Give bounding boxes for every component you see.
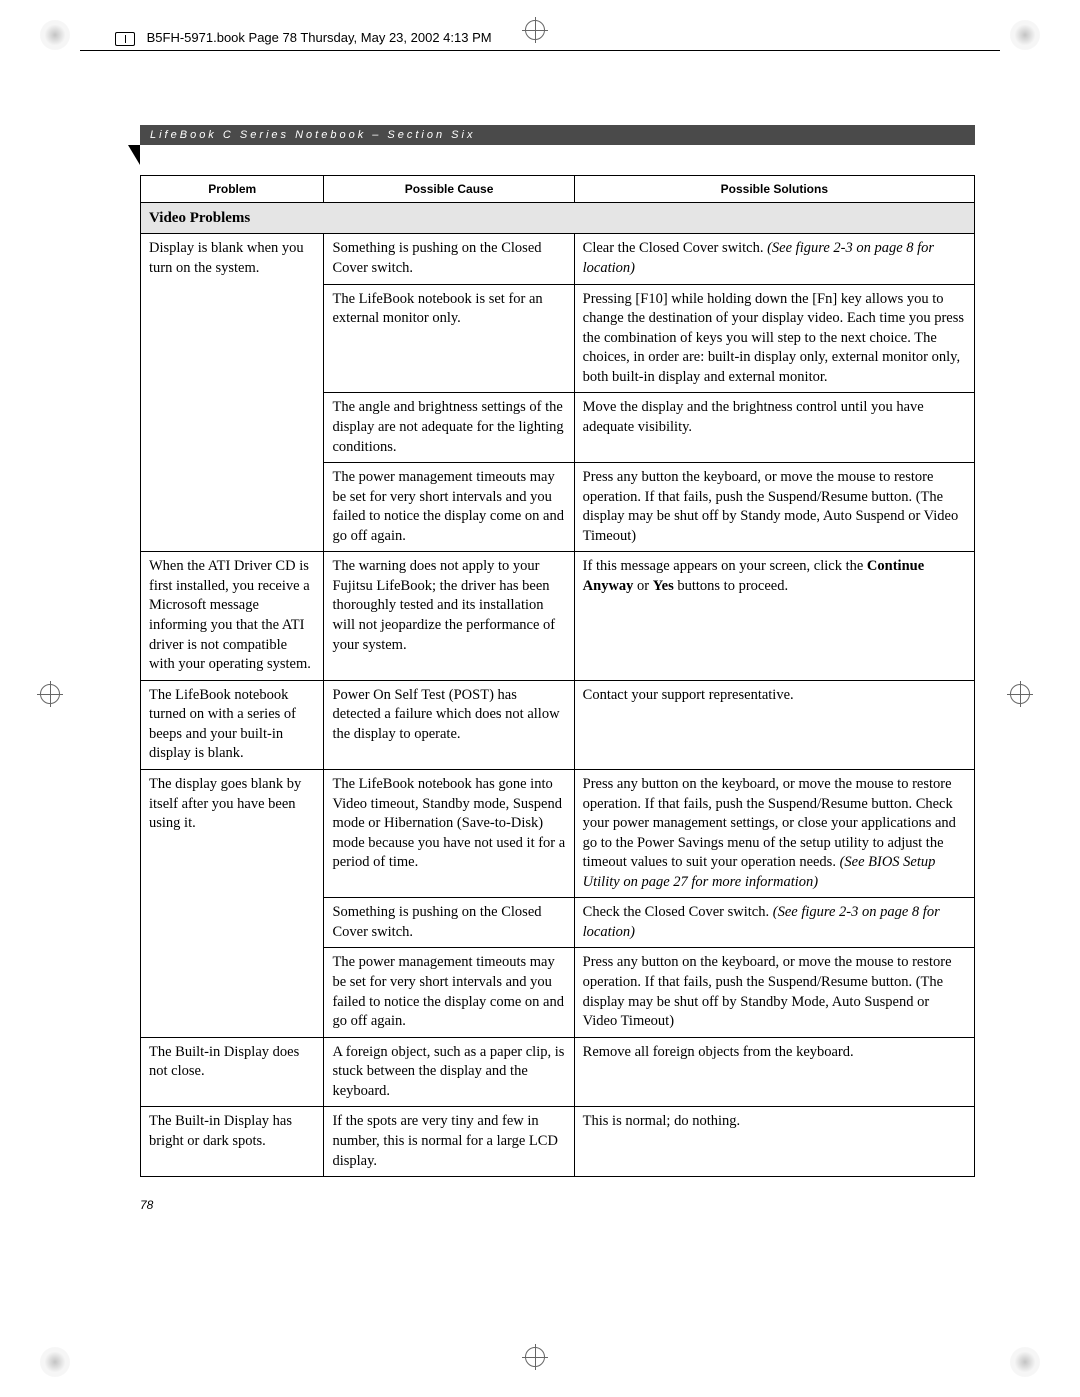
cell-solution: Pressing [F10] while holding down the [F… <box>574 284 974 393</box>
cell-problem: The display goes blank by itself after y… <box>141 769 324 1037</box>
cell-cause: Something is pushing on the Closed Cover… <box>324 234 574 284</box>
cell-cause: The power management timeouts may be set… <box>324 463 574 552</box>
section-header-text: LifeBook C Series Notebook – Section Six <box>150 129 475 141</box>
reg-mark-top <box>525 20 555 50</box>
cell-problem: The LifeBook notebook turned on with a s… <box>141 680 324 769</box>
table-row: The display goes blank by itself after y… <box>141 769 975 897</box>
reg-mark-bottom <box>525 1347 555 1377</box>
cell-cause: The LifeBook notebook is set for an exte… <box>324 284 574 393</box>
cell-solution: Check the Closed Cover switch. (See figu… <box>574 898 974 948</box>
table-row: The Built-in Display does not close. A f… <box>141 1037 975 1107</box>
solution-text: Check the Closed Cover switch. <box>583 904 773 920</box>
cell-problem: The Built-in Display has bright or dark … <box>141 1107 324 1177</box>
table-row: When the ATI Driver CD is first installe… <box>141 552 975 680</box>
cell-solution: Press any button on the keyboard, or mov… <box>574 769 974 897</box>
solution-text: If this message appears on your screen, … <box>583 558 867 574</box>
section-row: Video Problems <box>141 203 975 234</box>
cell-solution: Press any button the keyboard, or move t… <box>574 463 974 552</box>
cell-problem: The Built-in Display does not close. <box>141 1037 324 1107</box>
cell-cause: The power management timeouts may be set… <box>324 948 574 1037</box>
th-cause: Possible Cause <box>324 176 574 203</box>
solution-text: buttons to proceed. <box>674 578 788 594</box>
book-icon <box>115 32 135 46</box>
cell-cause: Something is pushing on the Closed Cover… <box>324 898 574 948</box>
content-area: LifeBook C Series Notebook – Section Six… <box>140 125 975 1177</box>
cell-cause: The LifeBook notebook has gone into Vide… <box>324 769 574 897</box>
book-header-text: B5FH-5971.book Page 78 Thursday, May 23,… <box>147 30 492 45</box>
table-row: The LifeBook notebook turned on with a s… <box>141 680 975 769</box>
corner-mark-bl <box>40 1347 70 1377</box>
th-problem: Problem <box>141 176 324 203</box>
cell-cause: The warning does not apply to your Fujit… <box>324 552 574 680</box>
corner-mark-br <box>1010 1347 1040 1377</box>
section-header: LifeBook C Series Notebook – Section Six <box>140 125 975 145</box>
cell-solution: If this message appears on your screen, … <box>574 552 974 680</box>
table-row: Display is blank when you turn on the sy… <box>141 234 975 284</box>
solution-text: Clear the Closed Cover switch. <box>583 240 767 256</box>
page: B5FH-5971.book Page 78 Thursday, May 23,… <box>0 0 1080 1397</box>
section-title: Video Problems <box>141 203 975 234</box>
cell-problem: When the ATI Driver CD is first installe… <box>141 552 324 680</box>
table-header-row: Problem Possible Cause Possible Solution… <box>141 176 975 203</box>
cell-solution: This is normal; do nothing. <box>574 1107 974 1177</box>
corner-mark-tl <box>40 20 70 50</box>
cell-solution: Contact your support representative. <box>574 680 974 769</box>
cell-cause: If the spots are very tiny and few in nu… <box>324 1107 574 1177</box>
corner-mark-tr <box>1010 20 1040 50</box>
table-row: The Built-in Display has bright or dark … <box>141 1107 975 1177</box>
cell-solution: Clear the Closed Cover switch. (See figu… <box>574 234 974 284</box>
cell-solution: Remove all foreign objects from the keyb… <box>574 1037 974 1107</box>
cell-cause: A foreign object, such as a paper clip, … <box>324 1037 574 1107</box>
cell-cause: The angle and brightness settings of the… <box>324 393 574 463</box>
cell-solution: Move the display and the brightness cont… <box>574 393 974 463</box>
header-arrow-icon <box>128 145 140 165</box>
troubleshooting-table: Problem Possible Cause Possible Solution… <box>140 175 975 1177</box>
header-rule <box>80 50 1000 51</box>
page-number: 78 <box>140 1198 153 1212</box>
cell-problem: Display is blank when you turn on the sy… <box>141 234 324 552</box>
cell-solution: Press any button on the keyboard, or mov… <box>574 948 974 1037</box>
cell-cause: Power On Self Test (POST) has detected a… <box>324 680 574 769</box>
solution-text: or <box>633 578 652 594</box>
reg-mark-left <box>40 684 70 714</box>
reg-mark-right <box>1010 684 1040 714</box>
th-solution: Possible Solutions <box>574 176 974 203</box>
solution-bold: Yes <box>653 578 674 594</box>
book-header: B5FH-5971.book Page 78 Thursday, May 23,… <box>115 30 492 46</box>
